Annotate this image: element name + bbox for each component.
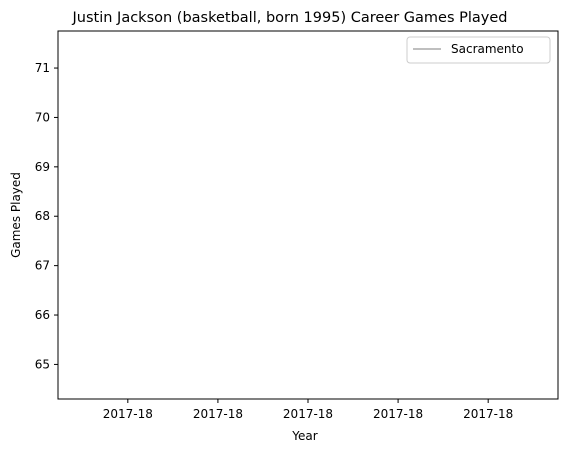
- y-tick-label: 66: [35, 308, 50, 322]
- x-axis-label: Year: [291, 429, 317, 443]
- legend-label-sacramento: Sacramento: [451, 42, 524, 56]
- x-tick-label: 2017-18: [103, 407, 153, 421]
- y-axis: 65 66 67 68 69 70 71: [35, 61, 58, 371]
- y-tick-label: 67: [35, 259, 50, 273]
- x-tick-label: 2017-18: [463, 407, 513, 421]
- y-tick-label: 65: [35, 357, 50, 371]
- y-tick-label: 68: [35, 209, 50, 223]
- x-tick-label: 2017-18: [283, 407, 333, 421]
- plot-frame: [57, 30, 559, 400]
- y-tick-label: 71: [35, 61, 50, 75]
- legend: Sacramento: [406, 36, 551, 64]
- legend-box: [406, 36, 551, 64]
- y-tick-label: 69: [35, 160, 50, 174]
- x-axis: 2017-18 2017-18 2017-18 2017-18 2017-18: [103, 399, 513, 421]
- x-tick-label: 2017-18: [373, 407, 423, 421]
- y-tick-label: 70: [35, 110, 50, 124]
- chart-title: Justin Jackson (basketball, born 1995) C…: [72, 10, 508, 26]
- x-tick-label: 2017-18: [193, 407, 243, 421]
- y-axis-label: Games Played: [9, 172, 23, 258]
- plot-area: [57, 30, 559, 400]
